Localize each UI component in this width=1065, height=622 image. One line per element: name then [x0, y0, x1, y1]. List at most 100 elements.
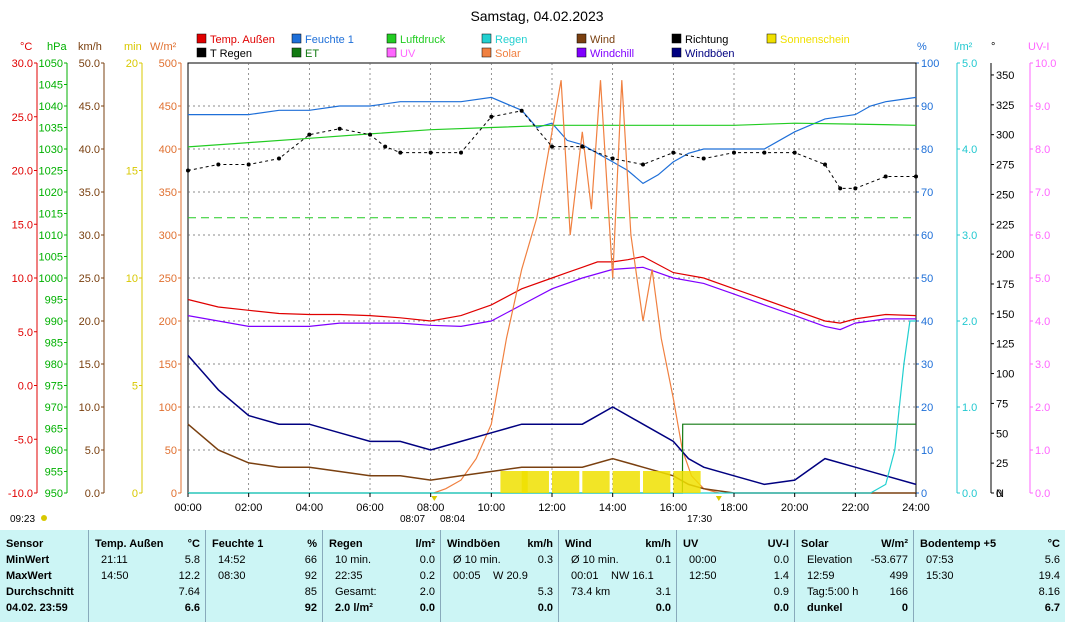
axis-tick-label-left: 0 — [171, 488, 177, 500]
stats-group-header: Solar W/m² — [795, 536, 914, 552]
axis-tick-label-left: 960 — [45, 445, 63, 457]
stats-cell-time: 00:05 — [453, 570, 481, 582]
stats-group-title: Wind — [565, 538, 592, 550]
stats-row: 7.64 — [89, 584, 206, 600]
legend-swatch — [671, 33, 682, 44]
direction-point — [550, 144, 554, 149]
axis-tick-label-right: 10 — [921, 445, 933, 457]
axis-tick-label-left: 970 — [45, 402, 63, 414]
label-sensor: Sensor — [6, 538, 44, 550]
stats-row: Elevation -53.677 — [795, 552, 914, 568]
x-tick-label: 06:00 — [356, 502, 384, 514]
stats-cell-value: 7.64 — [178, 586, 200, 598]
stats-cell-value: -53.677 — [870, 554, 908, 566]
x-tick-label: 02:00 — [235, 502, 263, 514]
legend-swatch — [481, 47, 492, 58]
direction-point — [489, 114, 494, 119]
axis-tick-label-right: 0 — [996, 488, 1002, 500]
axis-tick-label-right: 275 — [996, 160, 1014, 172]
stats-cell-time: Tag:5:00 h — [807, 586, 859, 598]
axis-tick-label-left: 995 — [45, 295, 63, 307]
stats-cell-value: 85 — [304, 586, 317, 598]
stats-cell-value: 3.1 — [655, 586, 671, 598]
sunshine-bar — [612, 471, 640, 493]
label-max: MaxWert — [6, 570, 52, 582]
axis-tick-label-right: 2.0 — [962, 316, 977, 328]
label-min: MinWert — [6, 554, 50, 566]
stats-row: 5.3 — [441, 584, 559, 600]
axis-tick-label-right: 7.0 — [1035, 187, 1050, 199]
stats-cell-value: 0.0 — [537, 602, 553, 614]
axis-unit-right: l/m² — [954, 41, 973, 53]
legend-label: Wind — [590, 34, 615, 46]
stats-cell-value: 499 — [889, 570, 908, 582]
stats-cell-value: 5.6 — [1044, 554, 1060, 566]
sunset-marker — [715, 496, 722, 501]
direction-point — [641, 162, 645, 167]
legend: Temp. Außen Feuchte 1 Luftdruck Regen Wind Ri… — [196, 33, 850, 60]
axis-tick-label-left: 1015 — [39, 209, 63, 221]
x-tick-label: 00:00 — [174, 502, 202, 514]
axis-tick-label-right: 50 — [921, 273, 933, 285]
stats-group-title: Bodentemp +5 — [920, 538, 997, 550]
x-axis: 00:00 02:00 04:00 06:00 08:00 10:00 12:00 14:00… — [41, 493, 930, 521]
axis-tick-label-left: 0.0 — [85, 488, 100, 500]
axes: °C 30.0 25.0 20.0 15.0 10.0 5.0 0.0 -5.0 -10.0 hPa… — [8, 41, 1057, 500]
axis-tick-label-left: 975 — [45, 381, 63, 393]
legend-swatch — [766, 33, 777, 44]
stats-group: Windböen km/h Ø 10 min. 0.3 00:05 W 20.9 5.3 0.… — [440, 530, 559, 622]
axis-tick-label-left: 30.0 — [79, 230, 100, 242]
stats-row: 12:50 1.4 — [677, 568, 795, 584]
stats-cell-time: 14:50 — [101, 570, 129, 582]
x-tick-label: 14:00 — [599, 502, 627, 514]
stats-cell-time: Ø 10 min. — [571, 554, 619, 566]
series-line-regen — [188, 320, 916, 494]
axis-tick-label-left: 5.0 — [85, 445, 100, 457]
axis-tick-label-left: 20.0 — [79, 316, 100, 328]
axis-unit-right: % — [917, 41, 927, 53]
stats-group-title: Feuchte 1 — [212, 538, 264, 550]
axis-tick-label-left: 0 — [132, 488, 138, 500]
sun-window-label: 08:04 — [440, 514, 465, 525]
label-date: 04.02. 23:59 — [6, 602, 68, 614]
axis-tick-label-left: 500 — [159, 58, 177, 70]
stats-cell-time: dunkel — [807, 602, 843, 614]
axis-tick-label-left: 350 — [159, 187, 177, 199]
stats-cell-time: 12:50 — [689, 570, 717, 582]
axis-tick-label-left: 1025 — [39, 166, 63, 178]
axis-tick-label-right: 2.0 — [1035, 402, 1050, 414]
stats-cell-time: 21:11 — [101, 554, 128, 566]
axis-tick-label-right: 175 — [996, 279, 1014, 291]
stats-cell-value: 0.2 — [419, 570, 435, 582]
axis-tick-label-left: 20 — [126, 58, 138, 70]
axis-unit-left: W/m² — [150, 41, 177, 53]
stats-cell-value: 0.1 — [655, 554, 671, 566]
stats-group: Solar W/m² Elevation -53.677 12:59 499 Tag:5:0… — [794, 530, 914, 622]
stats-row: 07:53 5.6 — [914, 552, 1065, 568]
stats-group: Bodentemp +5 °C 07:53 5.6 15:30 19.4 8.16 6.7 — [913, 530, 1065, 622]
stats-row: 00:00 0.0 — [677, 552, 795, 568]
axis-tick-label-left: -10.0 — [8, 488, 33, 500]
direction-point — [883, 174, 888, 179]
axis-unit-left: °C — [20, 41, 32, 53]
sunshine-bar — [552, 471, 580, 493]
axis-tick-label-left: 20.0 — [12, 166, 33, 178]
axis-tick-label-right: 200 — [996, 249, 1014, 261]
axis-tick-label-left: 15.0 — [79, 359, 100, 371]
stats-group: UV UV-I 00:00 0.0 12:50 1.4 0.9 0.0 — [676, 530, 795, 622]
stats-group-header: Bodentemp +5 °C — [914, 536, 1065, 552]
stats-table: Sensor MinWert MaxWert Durchschnitt 04.0… — [0, 530, 1065, 622]
stats-group: Feuchte 1% 14:52 66 08:30 92 85 92 — [205, 530, 323, 622]
stats-group-header: UV UV-I — [677, 536, 795, 552]
stats-group-unit: km/h — [645, 538, 671, 550]
axis-tick-label-right: 3.0 — [962, 230, 977, 242]
axis-tick-label-left: 1030 — [39, 144, 63, 156]
stats-row: 0.0 — [559, 600, 677, 616]
stats-row: 00:05 W 20.9 — [441, 568, 559, 584]
axis-tick-label-right: 325 — [996, 100, 1014, 112]
axis-tick-label-left: 980 — [45, 359, 63, 371]
sun-left-time: 09:23 — [10, 514, 35, 525]
stats-cell-time: 2.0 l/m² — [335, 602, 373, 614]
axis-tick-label-right: 0.0 — [962, 488, 977, 500]
axis-tick-label-left: 1010 — [39, 230, 63, 242]
